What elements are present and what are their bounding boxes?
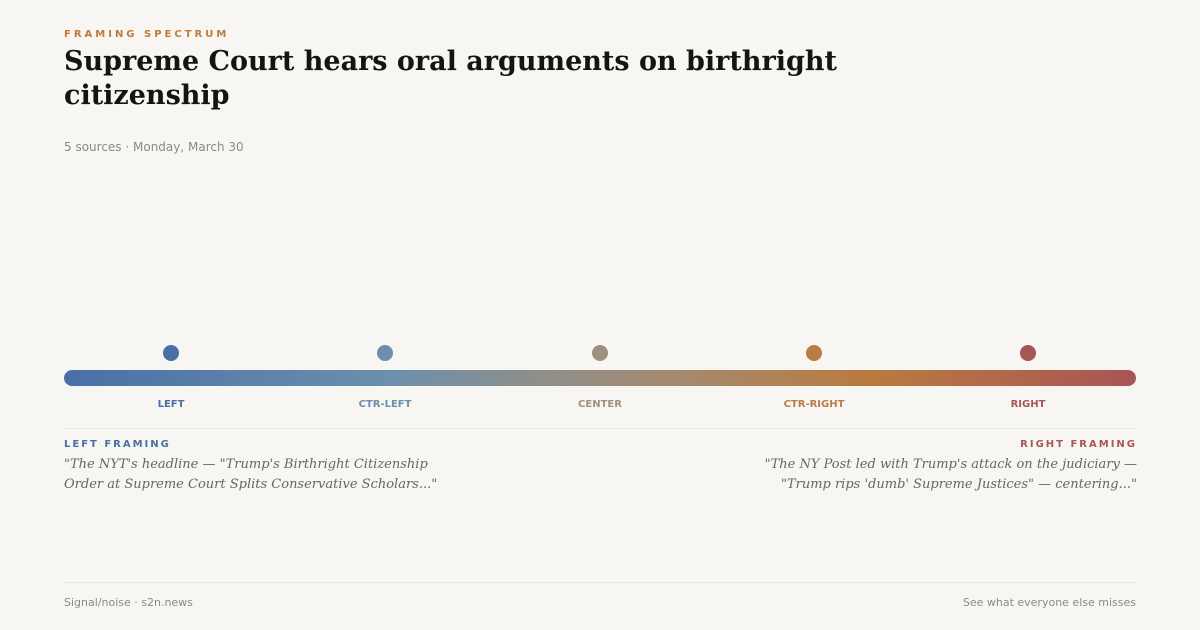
- left-framing-heading: LEFT FRAMING: [64, 439, 171, 450]
- spectrum-dot-center: [592, 345, 608, 361]
- page-title: Supreme Court hears oral arguments on bi…: [64, 46, 837, 111]
- left-framing-quote: "The NYT's headline — "Trump's Birthrigh…: [64, 457, 438, 492]
- spectrum-dot-ctr-right: [806, 345, 822, 361]
- footer-brand: Signal/noise · s2n.news: [64, 596, 193, 609]
- source-meta: 5 sources · Monday, March 30: [64, 140, 244, 154]
- spectrum-dot-ctr-left: [377, 345, 393, 361]
- section-kicker: FRAMING SPECTRUM: [64, 29, 230, 40]
- footer-divider: [64, 582, 1136, 583]
- divider: [64, 428, 1136, 429]
- right-framing-quote: "The NY Post led with Trump's attack on …: [764, 457, 1137, 492]
- right-framing-heading: RIGHT FRAMING: [1020, 439, 1137, 450]
- spectrum-dot-left: [163, 345, 179, 361]
- spectrum-label-right: RIGHT: [1010, 399, 1046, 410]
- spectrum-dot-right: [1020, 345, 1036, 361]
- spectrum-label-ctr-left: CTR-LEFT: [358, 399, 412, 410]
- spectrum-track: [64, 370, 1136, 386]
- spectrum-label-ctr-right: CTR-RIGHT: [783, 399, 845, 410]
- spectrum-label-left: LEFT: [157, 399, 185, 410]
- spectrum-label-center: CENTER: [578, 399, 622, 410]
- footer-tagline: See what everyone else misses: [962, 596, 1136, 609]
